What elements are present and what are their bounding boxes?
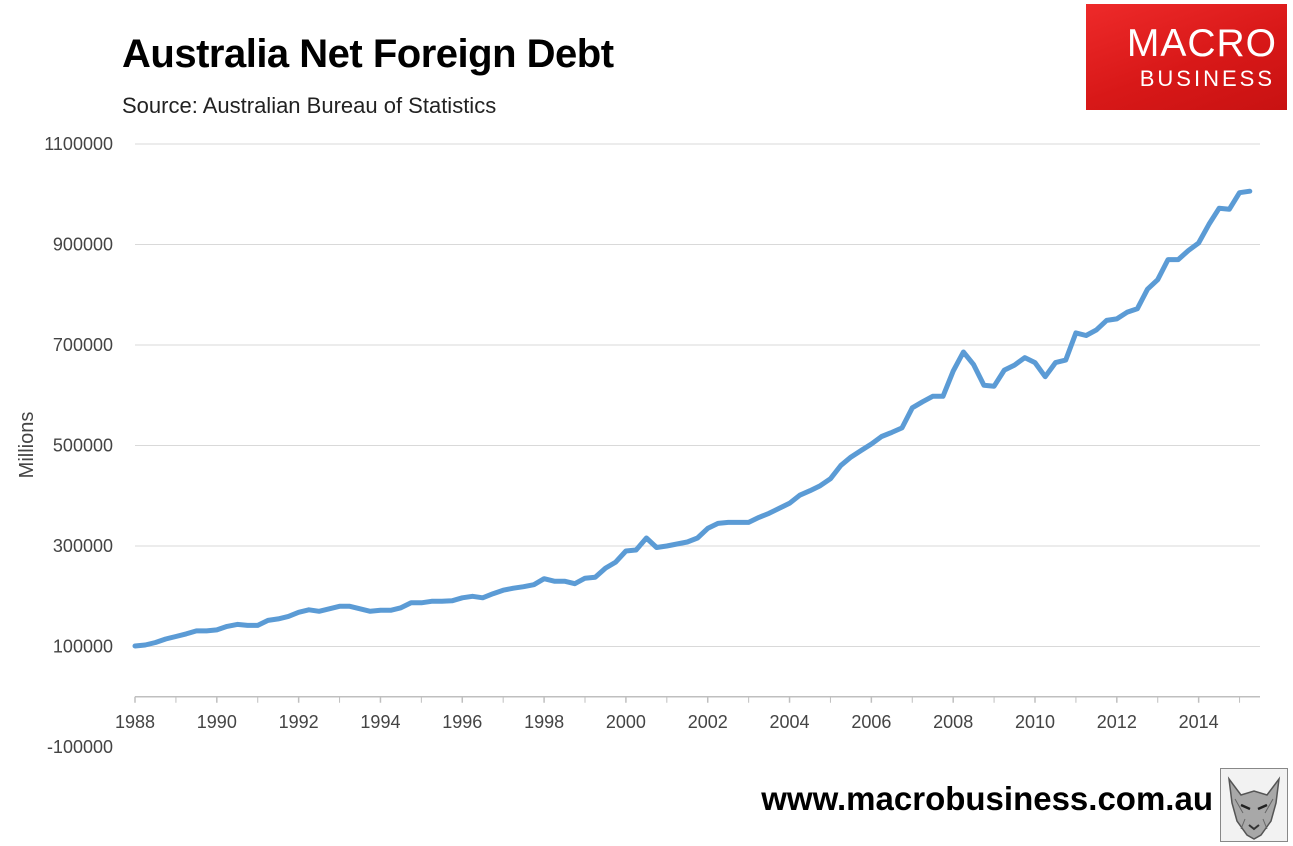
y-tick-label: -100000 (47, 737, 113, 757)
x-tick-label: 1990 (197, 712, 237, 732)
y-tick-label: 700000 (53, 335, 113, 355)
x-tick-label: 1998 (524, 712, 564, 732)
x-tick-label: 2002 (688, 712, 728, 732)
x-tick-label: 1992 (279, 712, 319, 732)
logo-line-business: BUSINESS (1139, 66, 1275, 91)
wolf-logo-icon (1220, 768, 1288, 842)
x-tick-label: 2010 (1015, 712, 1055, 732)
series-group (132, 188, 1253, 649)
y-axis-ticks: -100000 100000 300000 500000 700000 900000 110… (44, 134, 113, 757)
y-tick-label: 500000 (53, 436, 113, 456)
chart-subtitle: Source: Australian Bureau of Statistics (122, 93, 497, 118)
y-tick-label: 300000 (53, 536, 113, 556)
macrobusiness-logo: MACRO BUSINESS (1086, 4, 1287, 110)
x-tick-label: 1994 (360, 712, 400, 732)
x-tick-label: 2008 (933, 712, 973, 732)
website-url: www.macrobusiness.com.au (761, 780, 1213, 817)
x-axis: 1988 1990 1992 1994 1996 1998 2000 2002 2004 2006… (115, 696, 1260, 732)
y-tick-label: 1100000 (44, 134, 113, 154)
y-tick-label: 900000 (53, 235, 113, 255)
x-tick-label: 2006 (851, 712, 891, 732)
series-line (132, 188, 1253, 649)
gridlines (135, 143, 1260, 647)
x-tick-label: 2004 (770, 712, 810, 732)
x-tick-label: 2014 (1179, 712, 1219, 732)
x-tick-label: 2000 (606, 712, 646, 732)
y-tick-label: 100000 (53, 637, 113, 657)
x-tick-label: 1988 (115, 712, 155, 732)
logo-line-macro: MACRO (1126, 22, 1277, 65)
x-tick-label: 2012 (1097, 712, 1137, 732)
x-tick-label: 1996 (442, 712, 482, 732)
chart-title: Australia Net Foreign Debt (122, 32, 614, 76)
y-axis-title: Millions (16, 412, 38, 479)
